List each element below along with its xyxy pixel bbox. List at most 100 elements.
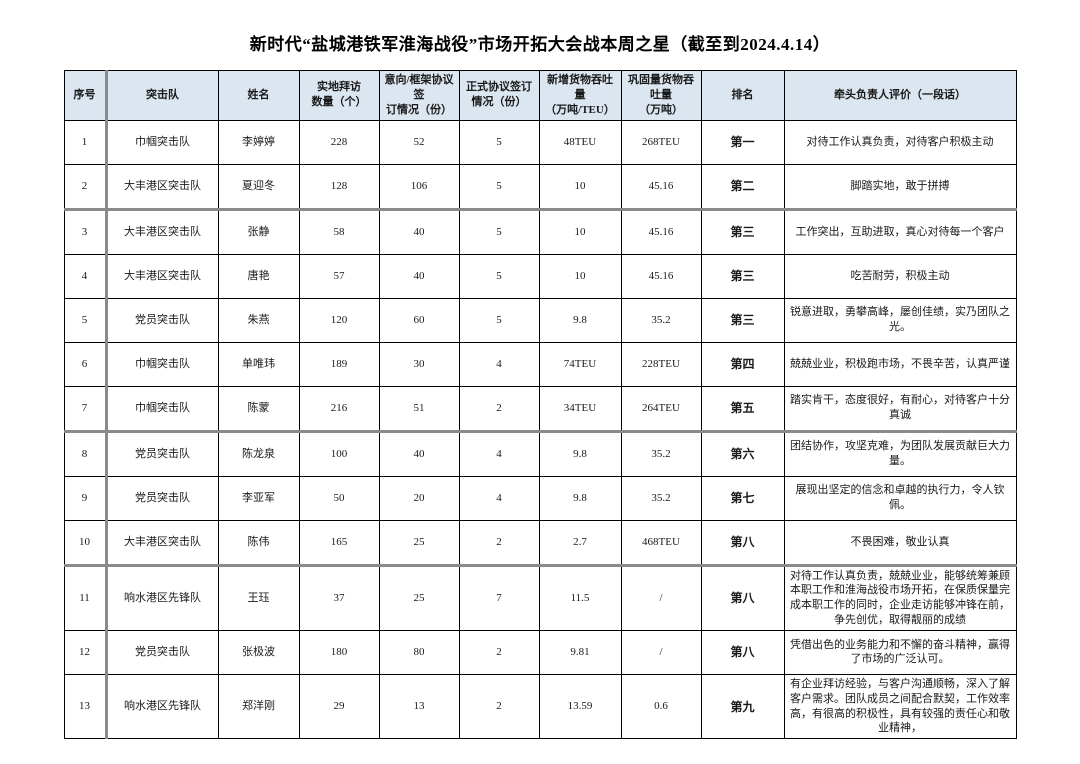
table-row: 4 大丰港区突击队 唐艳 57 40 5 10 45.16 第三 吃苦耐劳，积极主动: [63, 253, 1017, 299]
cell-cons_tp: 268TEU: [620, 119, 702, 165]
header-cell-rank: 排名: [700, 70, 785, 121]
cell-intent: 52: [378, 119, 460, 165]
cell-formal: 2: [458, 629, 540, 675]
cell-formal: 5: [458, 297, 540, 343]
cell-rank: 第六: [700, 429, 785, 477]
cell-intent: 106: [378, 163, 460, 210]
cell-intent: 80: [378, 629, 460, 675]
cell-visits: 216: [298, 385, 380, 432]
cell-intent: 40: [378, 207, 460, 255]
cell-new_tp: 9.81: [538, 629, 622, 675]
cell-formal: 4: [458, 475, 540, 521]
cell-formal: 2: [458, 673, 540, 740]
cell-name: 张静: [217, 207, 300, 255]
cell-new_tp: 10: [538, 253, 622, 299]
cell-new_tp: 9.8: [538, 475, 622, 521]
cell-cons_tp: 468TEU: [620, 519, 702, 566]
table-row: 12 党员突击队 张极波 180 80 2 9.81/第八 凭借出色的业务能力和不懈的奋斗精神…: [63, 629, 1017, 675]
cell-cons_tp: 45.16: [620, 163, 702, 210]
cell-team: 大丰港区突击队: [105, 253, 219, 299]
page-title: 新时代“盐城港铁军淮海战役”市场开拓大会战本周之星（截至到2024.4.14）: [249, 35, 831, 54]
cell-rank: 第八: [700, 563, 785, 631]
cell-visits: 50: [298, 475, 380, 521]
header-cell-visits: 实地拜访 数量（个）: [298, 70, 380, 121]
cell-visits: 165: [298, 519, 380, 566]
cell-rank: 第八: [700, 629, 785, 675]
cell-new_tp: 13.59: [538, 673, 622, 740]
cell-visits: 120: [298, 297, 380, 343]
cell-team: 党员突击队: [105, 297, 219, 343]
header-cell-name: 姓名: [217, 70, 300, 121]
cell-name: 唐艳: [217, 253, 300, 299]
cell-comment: 工作突出，互助进取，真心对待每一个客户: [783, 207, 1017, 255]
cell-comment: 兢兢业业，积极跑市场，不畏辛苦，认真严谨: [783, 341, 1017, 387]
cell-no: 4: [63, 253, 108, 299]
cell-new_tp: 2.7: [538, 519, 622, 566]
cell-name: 单唯玮: [217, 341, 300, 387]
cell-cons_tp: 45.16: [620, 253, 702, 299]
cell-formal: 2: [458, 385, 540, 432]
cell-new_tp: 10: [538, 207, 622, 255]
cell-team: 大丰港区突击队: [105, 519, 219, 566]
header-cell-no: 序号: [63, 70, 108, 121]
cell-visits: 57: [298, 253, 380, 299]
cell-no: 8: [63, 429, 108, 477]
cell-intent: 25: [378, 519, 460, 566]
cell-name: 夏迎冬: [217, 163, 300, 210]
cell-comment: 踏实肯干，态度很好，有耐心，对待客户十分真诚: [783, 385, 1017, 432]
cell-cons_tp: 35.2: [620, 297, 702, 343]
cell-cons_tp: 35.2: [620, 475, 702, 521]
cell-no: 3: [63, 207, 108, 255]
cell-rank: 第四: [700, 341, 785, 387]
table-row: 13 响水港区先锋队 郑洋刚 29 13 2 13.59 0.6 第九 有企业拜访经验，与客户沟通…: [63, 673, 1017, 740]
cell-no: 2: [63, 163, 108, 210]
cell-new_tp: 11.5: [538, 563, 622, 631]
cell-team: 党员突击队: [105, 629, 219, 675]
cell-rank: 第三: [700, 207, 785, 255]
header-cell-formal: 正式协议签订 情况（份）: [458, 70, 540, 121]
cell-visits: 128: [298, 163, 380, 210]
cell-no: 7: [63, 385, 108, 432]
cell-no: 6: [63, 341, 108, 387]
cell-new_tp: 74TEU: [538, 341, 622, 387]
cell-no: 12: [63, 629, 108, 675]
cell-name: 张极波: [217, 629, 300, 675]
cell-visits: 180: [298, 629, 380, 675]
table-row: 11 响水港区先锋队 王珏 37 25 7 11.5/第八 对待工作认真负责，兢兢业业，能够统…: [63, 563, 1017, 631]
cell-visits: 189: [298, 341, 380, 387]
cell-comment: 对待工作认真负责，兢兢业业，能够统筹兼顾本职工作和淮海战役市场开拓，在保质保量完…: [783, 563, 1017, 631]
cell-no: 1: [63, 119, 108, 165]
cell-team: 巾帼突击队: [105, 385, 219, 432]
cell-intent: 20: [378, 475, 460, 521]
cell-comment: 吃苦耐劳，积极主动: [783, 253, 1017, 299]
cell-name: 李婷婷: [217, 119, 300, 165]
cell-rank: 第五: [700, 385, 785, 432]
cell-rank: 第一: [700, 119, 785, 165]
cell-team: 大丰港区突击队: [105, 207, 219, 255]
cell-team: 大丰港区突击队: [105, 163, 219, 210]
cell-rank: 第七: [700, 475, 785, 521]
cell-formal: 5: [458, 119, 540, 165]
weekly-star-table: 序号 突击队 姓名 实地拜访 数量（个） 意向/框架协议签 订情况（份） 正式协议签订 情…: [63, 70, 1017, 740]
cell-new_tp: 9.8: [538, 297, 622, 343]
cell-comment: 锐意进取，勇攀高峰，屡创佳绩，实乃团队之光。: [783, 297, 1017, 343]
cell-cons_tp: 264TEU: [620, 385, 702, 432]
cell-no: 9: [63, 475, 108, 521]
cell-comment: 有企业拜访经验，与客户沟通顺畅，深入了解客户需求。团队成员之间配合默契，工作效率…: [783, 673, 1017, 740]
header-cell-team: 突击队: [105, 70, 219, 121]
cell-intent: 60: [378, 297, 460, 343]
cell-name: 李亚军: [217, 475, 300, 521]
table-row: 5 党员突击队 朱燕 120 60 5 9.8 35.2 第三 锐意进取，勇攀高峰，屡创佳绩，实乃…: [63, 297, 1017, 343]
cell-new_tp: 48TEU: [538, 119, 622, 165]
table-row: 2 大丰港区突击队 夏迎冬 128 106 5 10 45.16 第二 脚踏实地，敢于拼搏: [63, 163, 1017, 210]
cell-intent: 25: [378, 563, 460, 631]
cell-rank: 第三: [700, 253, 785, 299]
cell-visits: 100: [298, 429, 380, 477]
cell-intent: 51: [378, 385, 460, 432]
header-cell-cons_tp: 巩固量货物吞吐量 （万吨）: [620, 70, 702, 121]
table-row: 3 大丰港区突击队 张静 58 40 5 10 45.16 第三 工作突出，互助进取，真心对待每一…: [63, 207, 1017, 255]
header-cell-comment: 牵头负责人评价（一段话）: [783, 70, 1017, 121]
cell-name: 郑洋刚: [217, 673, 300, 740]
cell-no: 13: [63, 673, 108, 740]
cell-visits: 228: [298, 119, 380, 165]
